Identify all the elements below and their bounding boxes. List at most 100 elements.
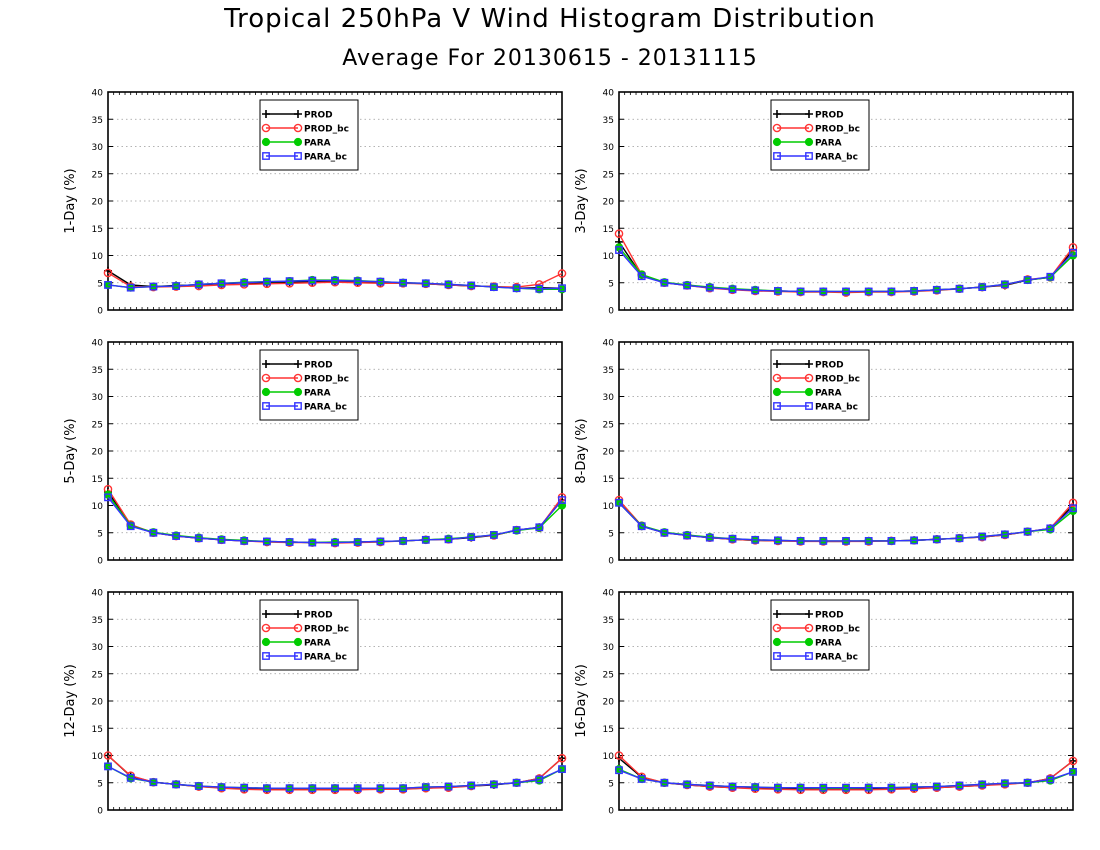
legend-label: PROD_bc (304, 375, 349, 385)
data-point (353, 538, 362, 546)
data-point (978, 283, 987, 292)
y-tick-label: 30 (603, 393, 615, 403)
legend-marker (262, 152, 270, 160)
data-point (1068, 756, 1078, 766)
data-point (104, 281, 112, 289)
y-tick-label: 40 (603, 589, 615, 599)
data-point (751, 783, 760, 792)
y-tick-label: 5 (608, 279, 614, 289)
data-point (751, 535, 760, 544)
data-point (751, 286, 760, 295)
data-point (932, 782, 941, 791)
legend-marker (805, 610, 813, 618)
legend-label: PROD_bc (815, 125, 860, 135)
data-point (285, 277, 294, 286)
data-point (399, 537, 407, 545)
data-point (887, 783, 896, 792)
legend-marker (805, 152, 813, 160)
legend-marker (261, 137, 271, 147)
data-point (660, 778, 669, 787)
data-point (774, 536, 782, 545)
data-point (1069, 248, 1077, 257)
plot-frame (618, 341, 1074, 561)
data-point (263, 537, 271, 546)
legend-marker (261, 123, 271, 133)
legend-label: PROD (815, 111, 844, 121)
data-point (535, 523, 544, 532)
data-point (842, 287, 850, 296)
plot-frame (618, 91, 1074, 311)
legend-label: PARA (304, 639, 331, 649)
y-tick-label: 0 (608, 307, 614, 317)
data-point (842, 783, 850, 792)
legend-box (770, 99, 870, 171)
y-tick-label: 5 (97, 529, 103, 539)
series-line-para-bc (107, 496, 563, 544)
series-line-para-bc (107, 765, 563, 789)
legend-label: PARA_bc (304, 403, 347, 413)
data-point (535, 284, 544, 293)
data-point (774, 287, 782, 295)
data-point (421, 783, 430, 792)
legend-label: PARA_bc (304, 653, 347, 663)
legend-marker (261, 387, 271, 397)
data-point (1001, 779, 1009, 788)
y-tick-label: 20 (603, 448, 615, 458)
legend-box (770, 599, 870, 671)
y-tick-label: 35 (92, 616, 103, 626)
data-point (660, 528, 669, 537)
series-line-para-bc (618, 769, 1074, 789)
data-point (796, 783, 805, 792)
data-point (490, 780, 498, 789)
data-point (467, 281, 476, 290)
chart-panel-6: 0 5 10 15 20 25 30 35 40 16-Day (%) PROD PROD_bc PAR… (574, 589, 1078, 817)
y-tick-label: 5 (608, 529, 614, 539)
legend-label: PROD (815, 361, 844, 371)
data-point (331, 784, 339, 793)
data-point (955, 534, 964, 543)
y-tick-label: 40 (603, 339, 615, 349)
legend-marker (772, 387, 782, 397)
data-point (353, 277, 362, 286)
y-tick-label: 20 (603, 698, 615, 708)
y-tick-label: 10 (92, 252, 104, 262)
legend-marker (772, 623, 782, 633)
y-tick-label: 0 (97, 307, 103, 317)
data-point (932, 285, 941, 294)
page-subtitle: Average For 20130615 - 20131115 (342, 46, 758, 71)
data-point (842, 537, 850, 545)
legend-marker (773, 110, 781, 118)
data-point (1046, 272, 1055, 281)
data-point (774, 783, 782, 792)
y-tick-label: 35 (92, 116, 103, 126)
data-point (149, 778, 158, 787)
legend-marker (804, 137, 814, 147)
data-point (490, 531, 498, 539)
legend-marker (804, 637, 814, 647)
data-point (240, 783, 249, 792)
data-point (615, 766, 623, 775)
legend-marker (293, 373, 303, 383)
y-tick-label: 5 (608, 779, 614, 789)
data-point (1068, 498, 1078, 508)
y-tick-label: 25 (603, 420, 614, 430)
data-point (558, 754, 566, 763)
chart-panel-1: 0 5 10 15 20 25 30 35 40 1-Day (%) PROD PROD_bc PARA… (63, 89, 567, 317)
data-point (637, 775, 646, 783)
legend-box (259, 99, 359, 171)
data-point (263, 277, 271, 286)
legend: PROD PROD_bc PARA PARA_bc (259, 349, 359, 421)
data-point (557, 269, 567, 278)
legend-marker (293, 387, 303, 397)
y-axis-label: 16-Day (%) (574, 664, 589, 738)
data-point (308, 784, 317, 793)
legend-marker (294, 360, 302, 368)
data-point (557, 753, 567, 763)
y-tick-label: 30 (603, 643, 615, 653)
data-point (353, 784, 362, 793)
data-point (683, 281, 692, 290)
legend-marker (804, 123, 814, 133)
data-point (399, 278, 407, 287)
data-point (535, 775, 544, 784)
